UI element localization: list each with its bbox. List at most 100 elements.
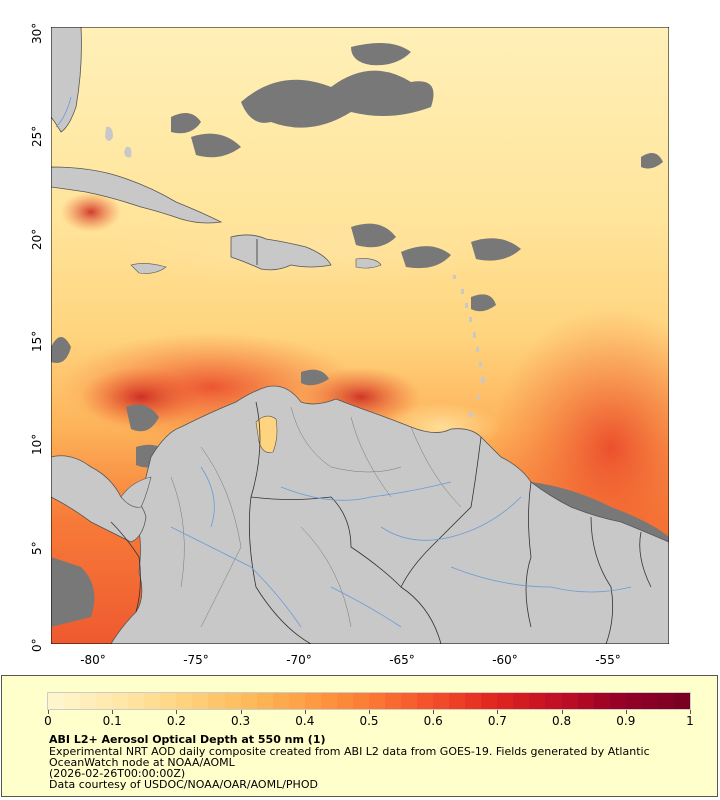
colorbar-label: 0.4 <box>295 714 315 728</box>
colorbar-segment <box>192 693 209 709</box>
land-florida <box>51 27 82 133</box>
colorbar-segment <box>673 693 690 709</box>
colorbar-segment <box>256 693 273 709</box>
lat-tick-5: 5° <box>30 541 44 555</box>
legend-panel: 0 0.1 0.2 0.3 0.4 0.5 0.6 0.7 0.8 0.9 1 ABI L2+ Ae… <box>1 675 718 797</box>
colorbar-segment <box>481 693 498 709</box>
colorbar-segment <box>320 693 337 709</box>
colorbar-segment <box>48 693 65 709</box>
land-central-america <box>51 455 147 543</box>
colorbar-segment <box>112 693 129 709</box>
colorbar-segment <box>465 693 482 709</box>
colorbar-tick <box>176 710 178 714</box>
land-puerto-rico <box>355 258 382 269</box>
colorbar-segment <box>160 693 177 709</box>
aod-high-west <box>81 367 201 427</box>
land-hispaniola <box>230 234 332 271</box>
aod-map[interactable] <box>51 27 669 644</box>
colorbar-segment <box>224 693 241 709</box>
colorbar-segment <box>513 693 530 709</box>
lon-tick-65: -65° <box>389 653 415 667</box>
lake-maracaibo <box>255 415 278 453</box>
colorbar-segment <box>577 693 594 709</box>
colorbar-segment <box>417 693 434 709</box>
colorbar-tick <box>240 710 242 714</box>
colorbar-segment <box>272 693 289 709</box>
lon-tick-80: -80° <box>80 653 106 667</box>
aod-high-cuba <box>61 192 121 232</box>
colorbar-segment <box>497 693 514 709</box>
colorbar-segment <box>208 693 225 709</box>
colorbar <box>47 692 691 710</box>
colorbar-segment <box>144 693 161 709</box>
colorbar-segment <box>625 693 642 709</box>
lat-tick-15: 15° <box>30 330 44 352</box>
legend-source-node: OceanWatch node at NOAA/AOML <box>49 756 235 769</box>
lat-tick-25: 25° <box>30 125 44 147</box>
colorbar-label: 1 <box>686 714 694 728</box>
legend-title: ABI L2+ Aerosol Optical Depth at 550 nm … <box>49 733 326 746</box>
colorbar-segment <box>449 693 466 709</box>
colorbar-label: 0.3 <box>231 714 251 728</box>
colorbar-label: 0 <box>44 714 52 728</box>
colorbar-segment <box>368 693 385 709</box>
colorbar-label: 0.2 <box>166 714 186 728</box>
colorbar-segment <box>352 693 369 709</box>
colorbar-tick <box>48 710 49 714</box>
colorbar-segment <box>96 693 113 709</box>
colorbar-tick <box>433 710 435 714</box>
land-cuba <box>51 166 223 224</box>
colorbar-segment <box>545 693 562 709</box>
colorbar-segment <box>401 693 418 709</box>
colorbar-segment <box>304 693 321 709</box>
colorbar-segment <box>240 693 257 709</box>
aod-low-sea <box>111 207 511 287</box>
land-lesser-antilles <box>453 275 485 417</box>
colorbar-segment <box>657 693 674 709</box>
state-borders <box>170 406 462 628</box>
colorbar-tick <box>690 710 691 714</box>
legend-credit: Data courtesy of USDOC/NOAA/OAR/AOML/PHO… <box>49 778 318 791</box>
colorbar-label: 0.8 <box>552 714 572 728</box>
colorbar-segment <box>641 693 658 709</box>
colorbar-segment <box>176 693 193 709</box>
lon-tick-60: -60° <box>492 653 518 667</box>
colorbar-segment <box>609 693 626 709</box>
colorbar-tick <box>561 710 563 714</box>
colorbar-segment <box>80 693 97 709</box>
legend-date: (2026-02-26T00:00:00Z) <box>49 767 186 780</box>
colorbar-segment <box>64 693 81 709</box>
colorbar-segment <box>593 693 610 709</box>
colorbar-tick <box>497 710 499 714</box>
land-bahamas-2 <box>124 146 132 158</box>
colorbar-segment <box>288 693 305 709</box>
colorbar-segment <box>561 693 578 709</box>
colorbar-segment <box>336 693 353 709</box>
lat-tick-10: 10° <box>30 433 44 455</box>
colorbar-segment <box>529 693 546 709</box>
lat-tick-0: 0° <box>30 638 44 652</box>
colorbar-tick <box>625 710 627 714</box>
rivers <box>55 96 632 628</box>
colorbar-tick <box>369 710 370 714</box>
lon-tick-75: -75° <box>183 653 209 667</box>
map-panel[interactable] <box>51 27 669 644</box>
legend-description: Experimental NRT AOD daily composite cre… <box>49 745 650 758</box>
land-bahamas-1 <box>105 126 113 141</box>
colorbar-segment <box>433 693 450 709</box>
colorbar-segment <box>128 693 145 709</box>
colorbar-label: 0.9 <box>616 714 636 728</box>
lat-tick-20: 20° <box>30 228 44 250</box>
colorbar-segment <box>384 693 402 709</box>
colorbar-label: 0.7 <box>487 714 507 728</box>
colorbar-tick <box>304 710 306 714</box>
country-borders <box>110 239 652 644</box>
no-data-patches <box>51 43 669 627</box>
colorbar-label: 0.5 <box>359 714 379 728</box>
land-panama <box>120 476 152 508</box>
land-jamaica <box>130 263 167 274</box>
colorbar-label: 0.6 <box>423 714 443 728</box>
colorbar-label: 0.1 <box>102 714 122 728</box>
lat-tick-30: 30° <box>30 22 44 44</box>
colorbar-tick <box>112 710 114 714</box>
